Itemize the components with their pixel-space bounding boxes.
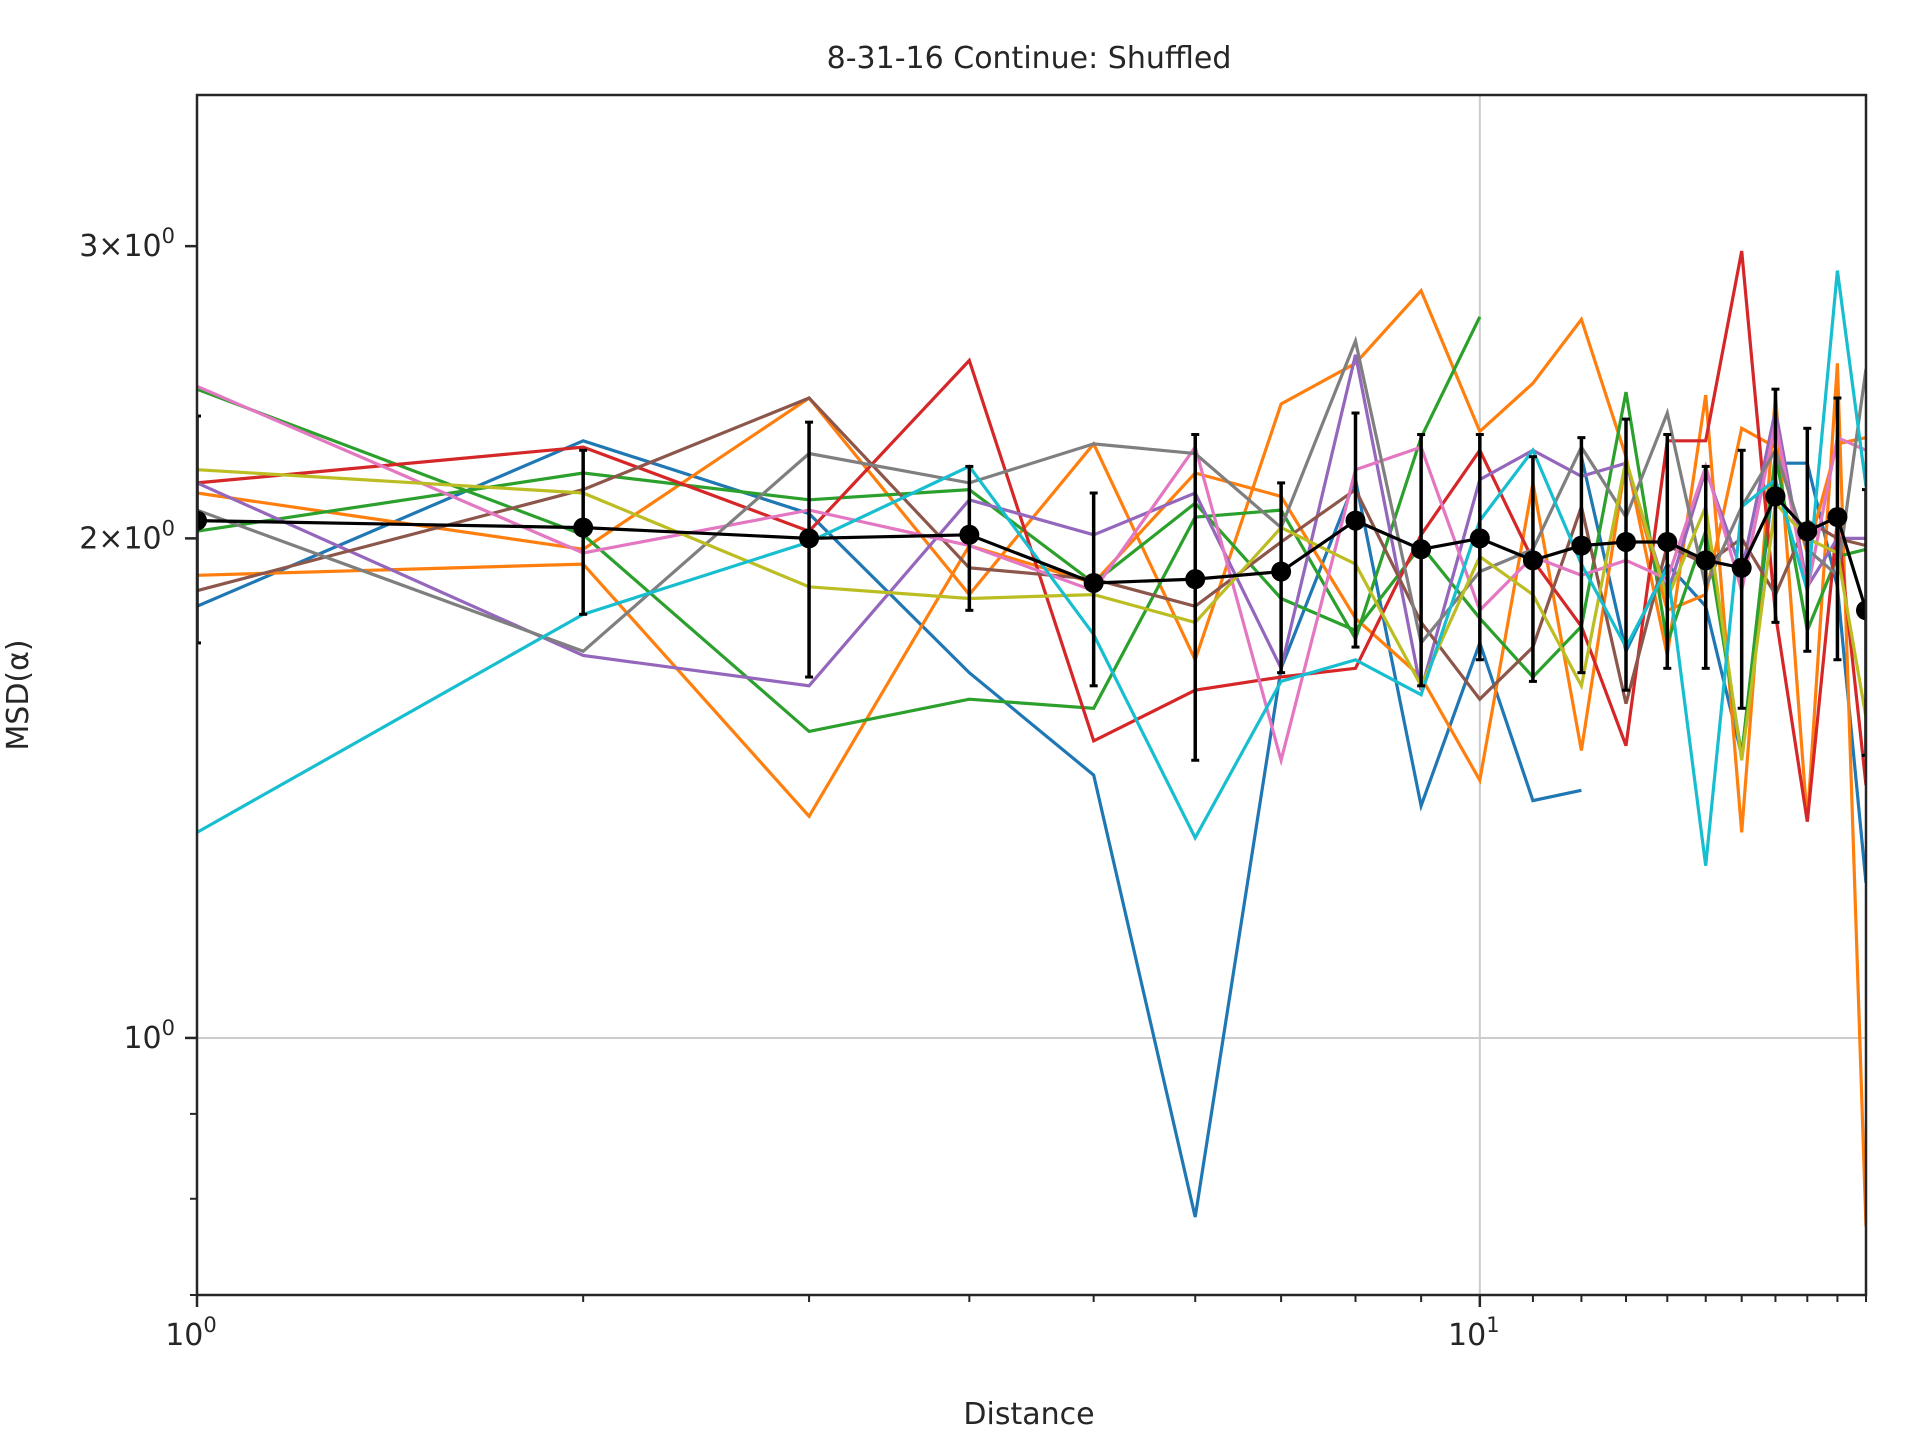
mean-point [1185,569,1206,590]
plot-frame [195,93,1868,1297]
mean-point [197,510,207,531]
series-layer [197,250,1866,1227]
mean-line [197,493,1866,611]
series-line-13 [197,270,1866,866]
tick-layer: 100 101 3×100 2×100 100 [79,224,1867,1353]
mean-point [1083,572,1104,593]
grid-layer [197,95,1866,1295]
y-tick-label-2: 2×100 [79,516,175,556]
mean-point [1731,557,1752,578]
series-line-10 [197,384,1866,767]
mean-point [1469,528,1490,549]
mean-point [1797,521,1818,542]
mean-point [1827,507,1848,528]
mean-point [1411,539,1432,560]
mean-point [799,528,820,549]
mean-point [1856,600,1866,621]
y-tick-label-1: 3×100 [79,224,175,264]
mean-point [1345,510,1366,531]
series-line-11 [197,335,1866,654]
x-tick-label-1: 100 [165,1313,217,1353]
chart-title: 8-31-16 Continue: Shuffled [827,41,1232,76]
y-tick-label-3: 100 [123,1016,175,1056]
mean-point [1765,486,1786,507]
series-line-9 [197,396,1866,705]
series-line-1 [197,439,1582,1218]
mean-point [1571,535,1592,556]
mean-point [1615,531,1636,552]
mean-point [1271,561,1292,582]
series-line-12 [197,459,1866,761]
y-axis-label: MSD(α) [1,639,36,750]
series-line-5 [197,316,1482,734]
x-tick-label-2: 101 [1448,1313,1500,1353]
mean-point [1522,550,1543,571]
mean-layer [197,387,1866,762]
mean-point [1657,531,1678,552]
mean-point [959,524,980,545]
series-line-8 [197,354,1866,691]
mean-point [573,517,594,538]
mean-point [1695,550,1716,571]
x-axis-label: Distance [963,1397,1094,1432]
